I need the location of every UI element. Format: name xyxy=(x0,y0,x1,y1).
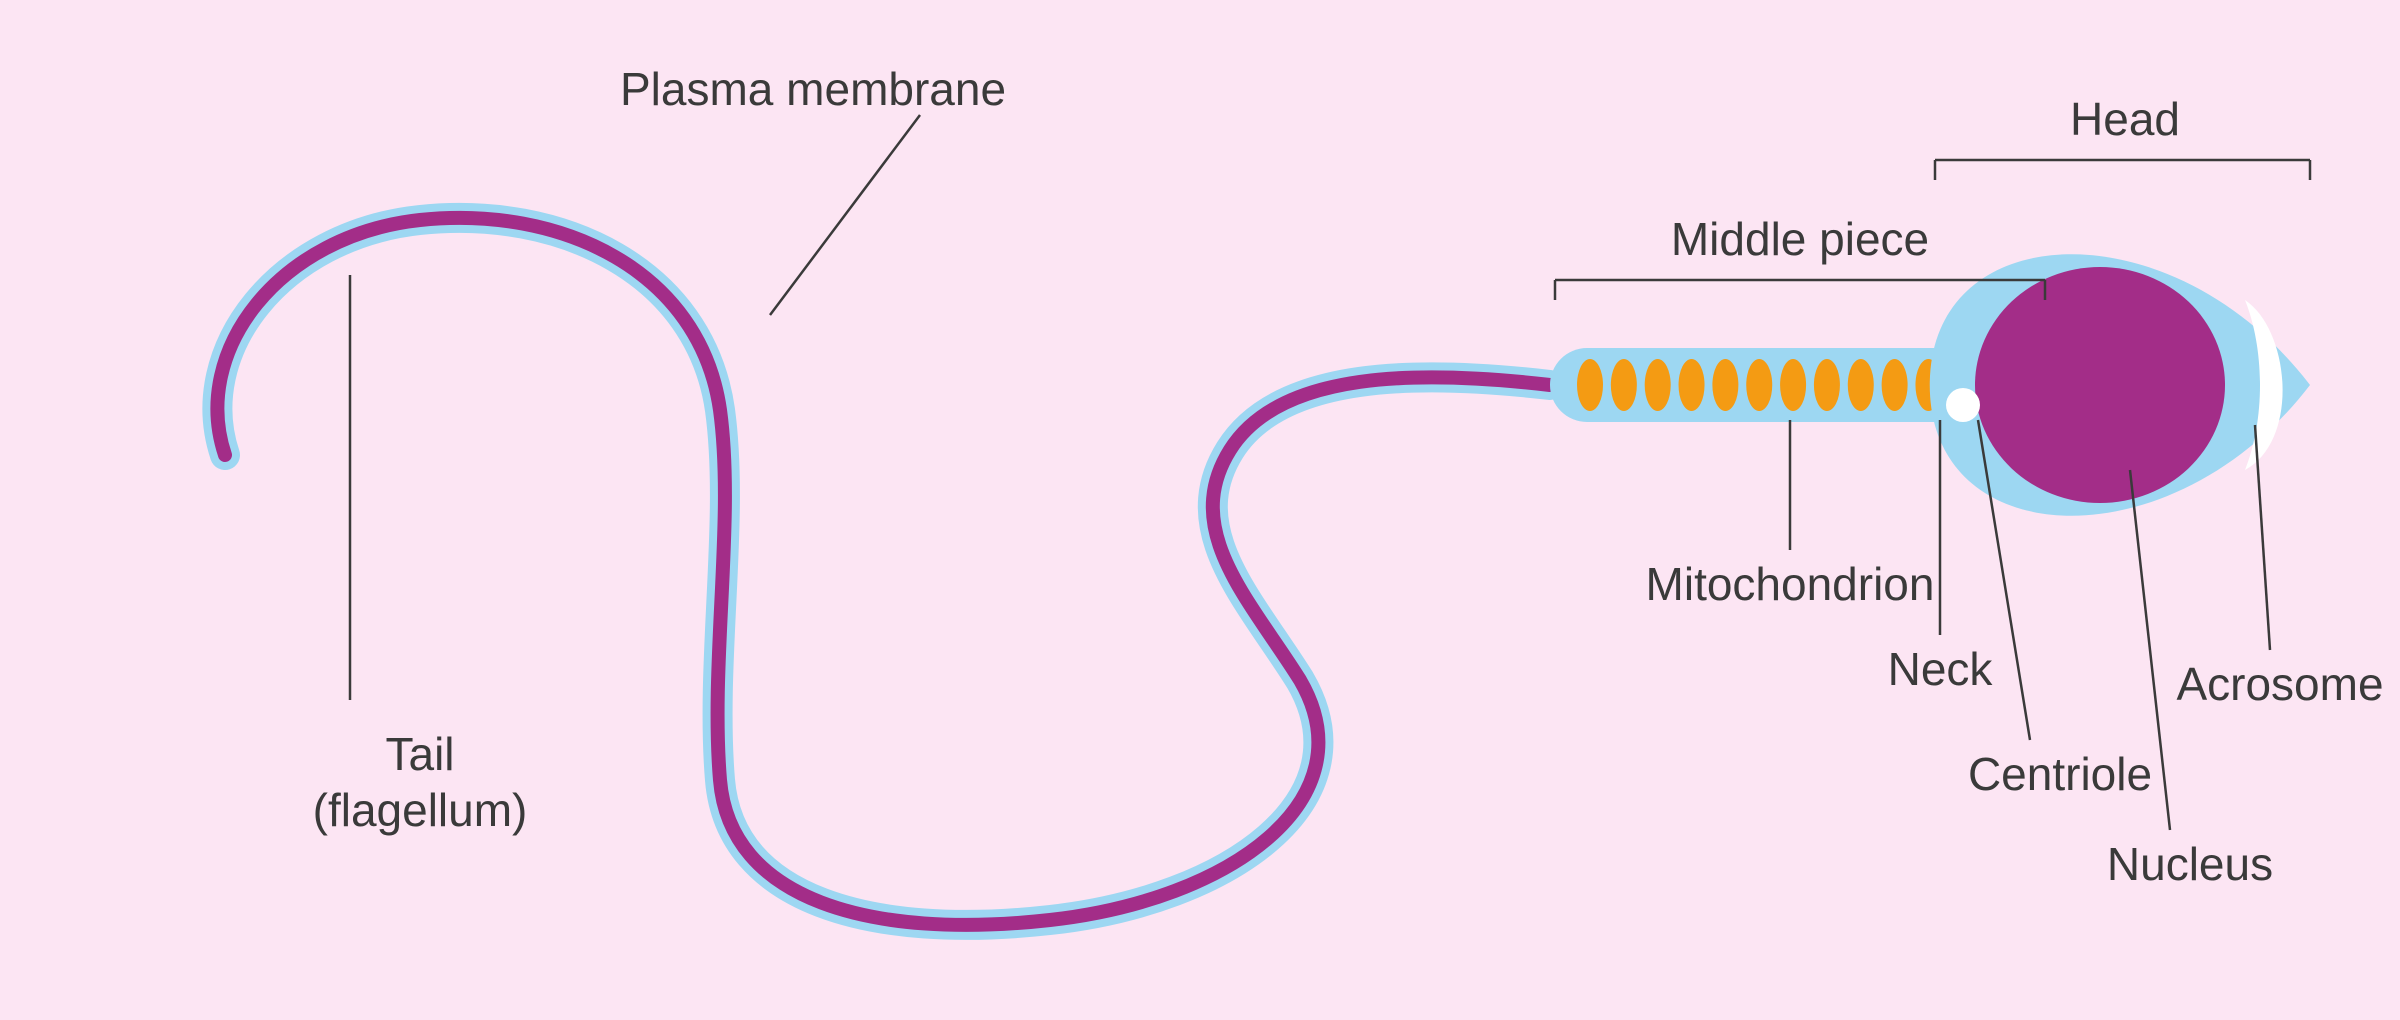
label-plasma-membrane: Plasma membrane xyxy=(620,63,1006,115)
label-acrosome: Acrosome xyxy=(2176,658,2383,710)
mitochondrion xyxy=(1746,359,1772,411)
mitochondrion xyxy=(1848,359,1874,411)
label-tail-line2: (flagellum) xyxy=(313,784,528,836)
mitochondrion xyxy=(1712,359,1738,411)
label-middle-piece: Middle piece xyxy=(1671,213,1929,265)
mitochondrion xyxy=(1780,359,1806,411)
mitochondrion xyxy=(1814,359,1840,411)
label-tail-line1: Tail xyxy=(385,728,454,780)
mitochondrion xyxy=(1577,359,1603,411)
mitochondrion xyxy=(1645,359,1671,411)
centriole xyxy=(1946,388,1980,422)
label-head: Head xyxy=(2070,93,2180,145)
mitochondrion xyxy=(1679,359,1705,411)
nucleus xyxy=(1975,267,2225,503)
label-neck: Neck xyxy=(1888,643,1994,695)
diagram-canvas: Plasma membrane Tail (flagellum) Middle … xyxy=(0,0,2400,1020)
label-nucleus: Nucleus xyxy=(2107,838,2273,890)
sperm-cell-diagram: Plasma membrane Tail (flagellum) Middle … xyxy=(0,0,2400,1020)
label-centriole: Centriole xyxy=(1968,748,2152,800)
label-mitochondrion: Mitochondrion xyxy=(1646,558,1935,610)
mitochondrion xyxy=(1611,359,1637,411)
mitochondrion xyxy=(1882,359,1908,411)
